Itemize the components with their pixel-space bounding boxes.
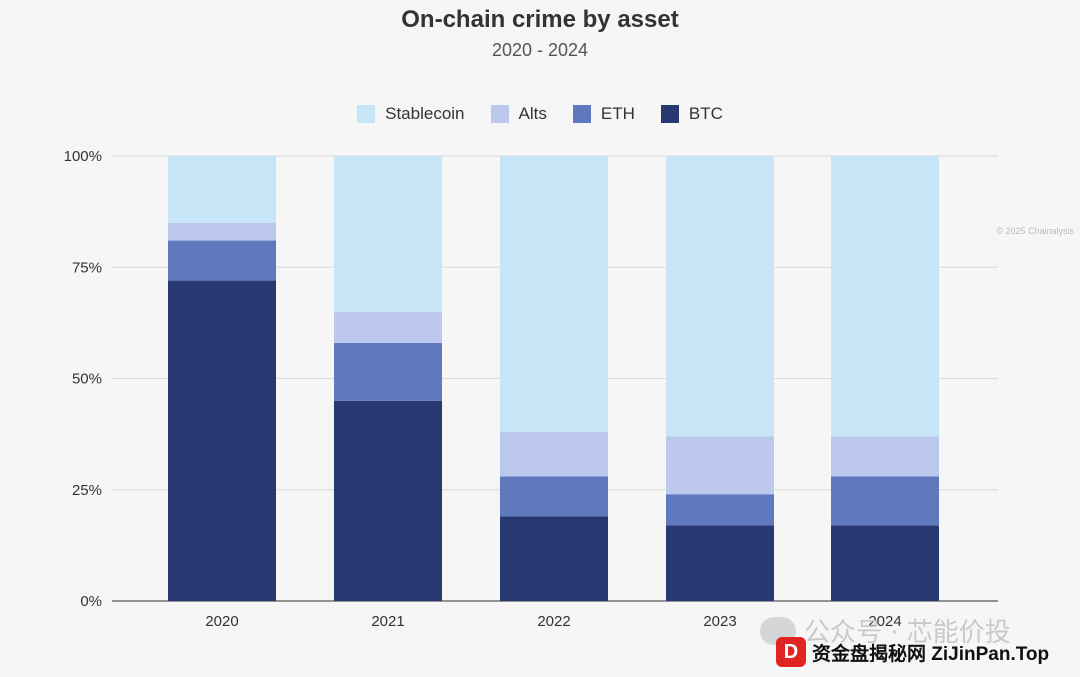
legend-item-alts: Alts xyxy=(490,104,547,124)
legend-item-stablecoin: Stablecoin xyxy=(357,104,465,124)
bar-2022-eth xyxy=(500,476,608,517)
site-badge: D 资金盘揭秘网 ZiJinPan.Top xyxy=(776,637,1049,667)
bar-2023-stablecoin xyxy=(666,156,774,437)
y-tick-label: 75% xyxy=(72,259,102,276)
bar-2020-btc xyxy=(168,280,276,601)
copyright-text: © 2025 Chainalysis xyxy=(996,226,1074,236)
legend-label: Alts xyxy=(518,104,547,123)
bar-2020-eth xyxy=(168,240,276,281)
x-tick-label: 2023 xyxy=(703,613,736,630)
bar-2024-eth xyxy=(831,476,939,526)
chart-title: On-chain crime by asset xyxy=(401,6,679,33)
bar-2021-eth xyxy=(334,342,442,401)
bar-2022-alts xyxy=(500,431,608,477)
bar-2024-stablecoin xyxy=(831,156,939,437)
chart-subtitle: 2020 - 2024 xyxy=(491,40,589,60)
legend-label: ETH xyxy=(600,104,635,123)
y-tick-label: 25% xyxy=(72,482,102,499)
bar-2021-alts xyxy=(334,311,442,343)
bar-2020-stablecoin xyxy=(168,156,276,223)
legend-swatch-btc xyxy=(660,105,679,123)
chart-legend: Stablecoin Alts ETH BTC xyxy=(0,104,1080,124)
bar-2021-btc xyxy=(334,400,442,601)
bar-2022-btc xyxy=(500,516,608,601)
bar-2023-eth xyxy=(666,494,774,526)
bar-2024-alts xyxy=(831,436,939,477)
x-tick-label: 2024 xyxy=(868,613,901,630)
x-tick-label: 2020 xyxy=(205,613,238,630)
bar-2023-btc xyxy=(666,525,774,601)
legend-item-eth: ETH xyxy=(572,104,635,124)
site-badge-text: 资金盘揭秘网 ZiJinPan.Top xyxy=(812,643,1050,665)
bar-2021-stablecoin xyxy=(334,156,442,312)
legend-label: Stablecoin xyxy=(385,104,465,123)
legend-item-btc: BTC xyxy=(660,104,723,124)
bar-2020-alts xyxy=(168,222,276,241)
bar-2022-stablecoin xyxy=(500,156,608,432)
watermark: 公众号 · 芯能价投 xyxy=(760,612,1011,649)
y-tick-label: 50% xyxy=(72,371,102,388)
watermark-text: 公众号 · 芯能价投 xyxy=(804,618,1011,648)
legend-swatch-alts xyxy=(490,105,509,123)
x-tick-label: 2022 xyxy=(537,613,570,630)
y-tick-label: 100% xyxy=(64,148,102,165)
legend-swatch-eth xyxy=(572,105,591,123)
legend-swatch-stablecoin xyxy=(357,105,376,123)
y-tick-label: 0% xyxy=(80,593,102,610)
x-tick-label: 2021 xyxy=(371,613,404,630)
legend-label: BTC xyxy=(688,104,723,123)
bar-2023-alts xyxy=(666,436,774,495)
site-logo-icon: D xyxy=(776,637,806,667)
bar-2024-btc xyxy=(831,525,939,601)
